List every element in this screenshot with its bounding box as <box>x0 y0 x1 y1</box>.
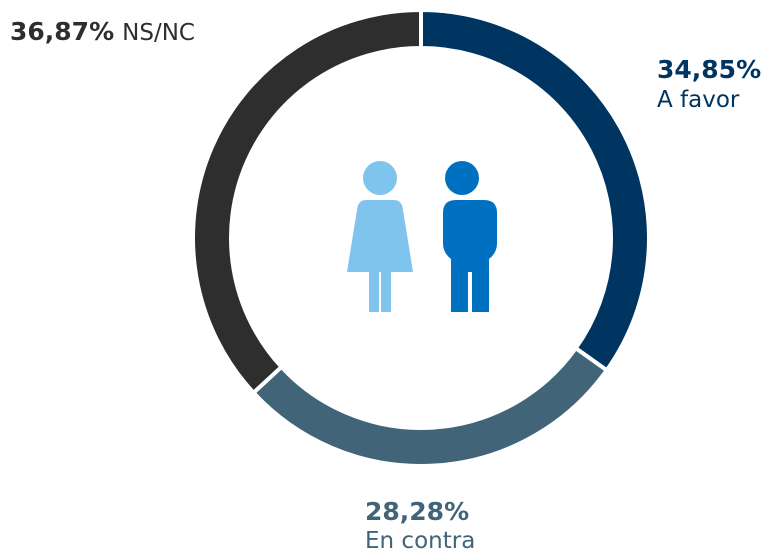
category-label: NS/NC <box>122 20 195 46</box>
donut-segment <box>191 7 423 396</box>
people-icon <box>347 161 497 312</box>
category-label: En contra <box>365 528 475 554</box>
segment-label: 36,87% NS/NC <box>10 17 195 46</box>
donut-segment <box>250 345 610 468</box>
value-label: 28,28% <box>365 497 469 526</box>
value-label: 36,87% <box>10 17 114 46</box>
value-label: 34,85% <box>657 55 761 84</box>
category-label: A favor <box>657 87 740 113</box>
